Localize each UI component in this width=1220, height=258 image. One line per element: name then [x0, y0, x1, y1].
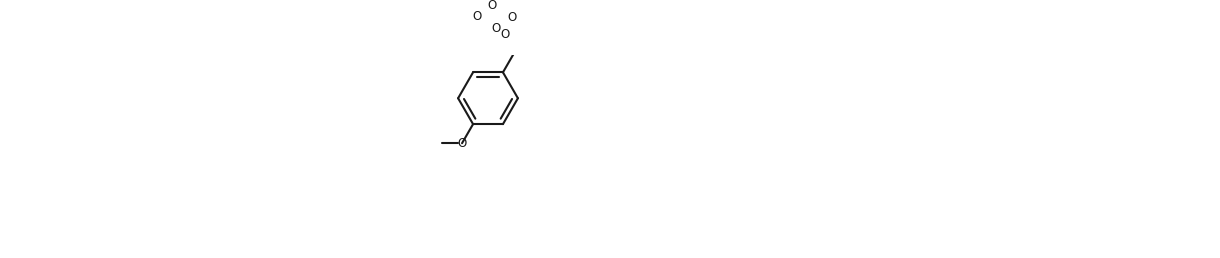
Text: O: O	[487, 0, 497, 12]
Text: O: O	[492, 22, 501, 35]
Text: O: O	[472, 10, 481, 23]
Text: O: O	[500, 28, 509, 41]
Text: O: O	[458, 137, 467, 150]
Text: O: O	[508, 11, 516, 24]
